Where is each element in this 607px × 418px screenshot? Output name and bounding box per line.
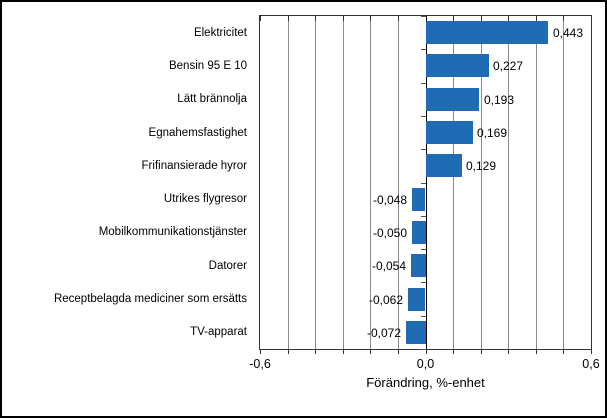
category-axis-tick: [421, 83, 426, 84]
bar: [426, 121, 473, 144]
axis-tick-bottom: [315, 350, 316, 354]
value-label: 0,193: [484, 92, 515, 107]
gridline: [288, 16, 289, 349]
gridline: [563, 16, 564, 349]
axis-tick-bottom: [453, 350, 454, 354]
value-label: -0,072: [366, 325, 401, 340]
bar: [408, 288, 425, 311]
gridline: [481, 16, 482, 349]
axis-tick-top: [536, 16, 537, 21]
axis-tick-bottom: [288, 350, 289, 354]
axis-tick-bottom: [343, 350, 344, 354]
bar: [406, 321, 426, 344]
axis-tick-top: [260, 16, 261, 21]
axis-tick-top: [315, 16, 316, 21]
axis-tick-bottom: [426, 350, 427, 354]
category-label: Bensin 95 E 10: [168, 59, 247, 72]
bar: [426, 54, 489, 77]
value-label: 0,227: [493, 58, 524, 73]
bar: [411, 254, 426, 277]
axis-tick-bottom: [398, 350, 399, 354]
gridline: [453, 16, 454, 349]
bar: [426, 154, 462, 177]
axis-tick-bottom: [536, 350, 537, 354]
category-label: Lätt brännolja: [177, 93, 247, 106]
category-axis-tick: [421, 116, 426, 117]
category-axis-tick: [421, 349, 426, 350]
axis-tick-bottom: [563, 350, 564, 354]
gridline: [508, 16, 509, 349]
gridline: [315, 16, 316, 349]
category-label: Frifinansierade hyror: [141, 159, 247, 172]
bar: [412, 188, 425, 211]
gridline: [370, 16, 371, 349]
category-axis-tick: [421, 316, 426, 317]
gridline: [398, 16, 399, 349]
axis-tick-top: [288, 16, 289, 21]
category-label: Elektricitet: [193, 26, 247, 39]
axis-tick-top: [481, 16, 482, 21]
category-axis-tick: [421, 216, 426, 217]
category-label: Utrikes flygresor: [163, 193, 247, 206]
axis-tick-bottom: [370, 350, 371, 354]
zero-axis-line: [426, 16, 427, 349]
value-label: 0,169: [477, 125, 508, 140]
x-tick-label: 0,6: [582, 357, 600, 371]
axis-tick-top: [563, 16, 564, 21]
bar: [412, 221, 426, 244]
category-axis-tick: [421, 16, 426, 17]
axis-tick-top: [398, 16, 399, 21]
axis-tick-bottom: [481, 350, 482, 354]
value-label: -0,048: [372, 192, 407, 207]
plot-area: 0,443 0,227 0,193 0,169 0,129 -0,048 -0,050 -0,…: [259, 15, 592, 350]
category-axis-tick: [421, 149, 426, 150]
value-label: -0,062: [368, 292, 403, 307]
x-tick-label: 0,0: [416, 357, 435, 371]
axis-tick-bottom: [508, 350, 509, 354]
category-label: TV-apparat: [190, 326, 247, 339]
value-label: 0,129: [466, 158, 497, 173]
axis-tick-bottom: [260, 350, 261, 354]
category-axis-tick: [421, 282, 426, 283]
axis-tick-top: [343, 16, 344, 21]
category-axis-tick: [421, 183, 426, 184]
category-label: Mobilkommunikationstjänster: [98, 226, 247, 239]
axis-tick-bottom: [591, 350, 592, 354]
axis-tick-top: [508, 16, 509, 21]
bar: [426, 88, 479, 111]
value-label: 0,443: [553, 25, 584, 40]
value-label: -0,054: [371, 258, 406, 273]
category-label: Receptbelagda mediciner som ersätts: [53, 293, 247, 306]
gridline: [343, 16, 344, 349]
category-axis-tick: [421, 249, 426, 250]
axis-tick-top: [453, 16, 454, 21]
category-label: Datorer: [208, 259, 247, 272]
x-tick-label: -0,6: [249, 357, 271, 371]
bar: [426, 21, 548, 44]
category-label: Egnahemsfastighet: [148, 126, 247, 139]
axis-tick-top: [591, 16, 592, 21]
category-axis-tick: [421, 49, 426, 50]
x-axis-title: Förändring, %-enhet: [366, 375, 485, 390]
gridline: [536, 16, 537, 349]
category-axis-labels: Elektricitet Bensin 95 E 10 Lätt brännolja…: [4, 16, 247, 349]
axis-tick-top: [370, 16, 371, 21]
value-label: -0,050: [372, 225, 407, 240]
